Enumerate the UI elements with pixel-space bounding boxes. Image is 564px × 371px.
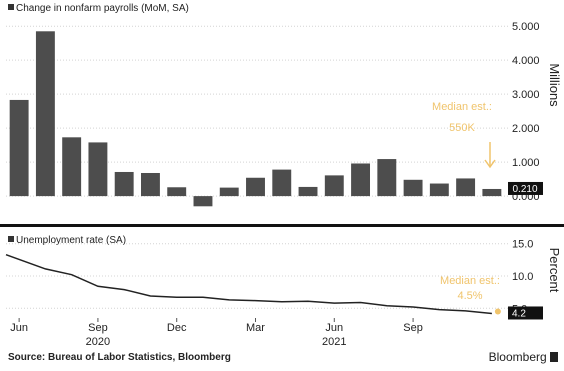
unemployment-last-value-box: 4.2	[508, 306, 543, 320]
payrolls-bar	[351, 163, 371, 197]
payrolls-y-tick: 2.000	[512, 123, 540, 135]
payrolls-bar	[62, 137, 82, 197]
payrolls-y-tick: 1.000	[512, 157, 540, 169]
bloomberg-logo-text: Bloomberg	[488, 350, 547, 364]
x-axis-year-label: 2021	[322, 336, 346, 348]
payrolls-bar	[9, 99, 29, 197]
x-axis-month-label: Jun	[10, 322, 28, 334]
x-axis-month-label: Mar	[246, 322, 265, 334]
payrolls-y-tick: 3.000	[512, 89, 540, 101]
payrolls-y-axis-title: Millions	[547, 63, 562, 107]
payrolls-y-tick: 5.000	[512, 21, 540, 33]
payrolls-legend-swatch	[8, 4, 14, 10]
panel-separator	[0, 224, 564, 227]
payrolls-bar	[35, 31, 55, 197]
payrolls-bar	[298, 186, 318, 197]
payrolls-bar	[377, 159, 397, 197]
unemployment-y-ticks: 15.010.05.0	[512, 239, 533, 316]
payrolls-bar	[324, 175, 344, 197]
unemployment-gridlines	[6, 243, 509, 309]
payrolls-last-value-box: 0.210	[508, 181, 543, 195]
payrolls-bar	[167, 187, 187, 197]
payrolls-median-label-line2: 550K	[449, 122, 475, 134]
unemployment-y-axis-title: Percent	[547, 248, 562, 293]
x-axis-labels: Jun Sep Dec Mar Jun Sep 2020 2021	[10, 318, 423, 348]
chart-svg: Change in nonfarm payrolls (MoM, SA) 5.0…	[0, 3, 564, 348]
x-axis-year-label: 2020	[86, 336, 110, 348]
payrolls-bar	[88, 142, 108, 197]
payrolls-bars	[9, 31, 502, 207]
payrolls-median-arrow	[484, 142, 496, 169]
payrolls-median-label-line1: Median est.:	[432, 101, 492, 113]
x-axis-month-label: Dec	[167, 322, 187, 334]
unemployment-median-label-line2: 4.5%	[457, 290, 482, 302]
payrolls-bar	[482, 188, 502, 197]
unemployment-median-label-line1: Median est.:	[440, 275, 500, 287]
x-axis-month-label: Jun	[325, 322, 343, 334]
bloomberg-logo-icon	[550, 352, 558, 362]
payrolls-bar	[456, 178, 476, 197]
payrolls-bar	[219, 187, 239, 197]
payrolls-bar	[429, 183, 449, 197]
unemployment-series-line	[5, 253, 492, 315]
unemployment-legend-swatch	[8, 236, 14, 242]
payrolls-bar	[272, 169, 292, 197]
unemployment-y-tick: 10.0	[512, 271, 533, 283]
source-note: Source: Bureau of Labor Statistics, Bloo…	[8, 352, 231, 363]
payrolls-bar	[246, 177, 265, 197]
payrolls-y-tick: 4.000	[512, 55, 540, 67]
x-axis-month-label: Sep	[88, 322, 108, 334]
payrolls-bar	[403, 179, 423, 197]
payrolls-last-value: 0.210	[512, 184, 537, 195]
unemployment-median-dot	[494, 308, 501, 315]
unemployment-y-tick: 15.0	[512, 239, 533, 251]
payrolls-bar	[114, 171, 134, 197]
payrolls-legend: Change in nonfarm payrolls (MoM, SA)	[16, 3, 189, 14]
unemployment-line	[5, 253, 492, 315]
unemployment-last-value: 4.2	[512, 308, 526, 319]
bloomberg-logo: Bloomberg	[489, 350, 558, 364]
payrolls-bar	[193, 196, 213, 207]
unemployment-legend: Unemployment rate (SA)	[16, 235, 126, 246]
x-axis-month-label: Sep	[403, 322, 423, 334]
payrolls-bar	[140, 172, 160, 197]
